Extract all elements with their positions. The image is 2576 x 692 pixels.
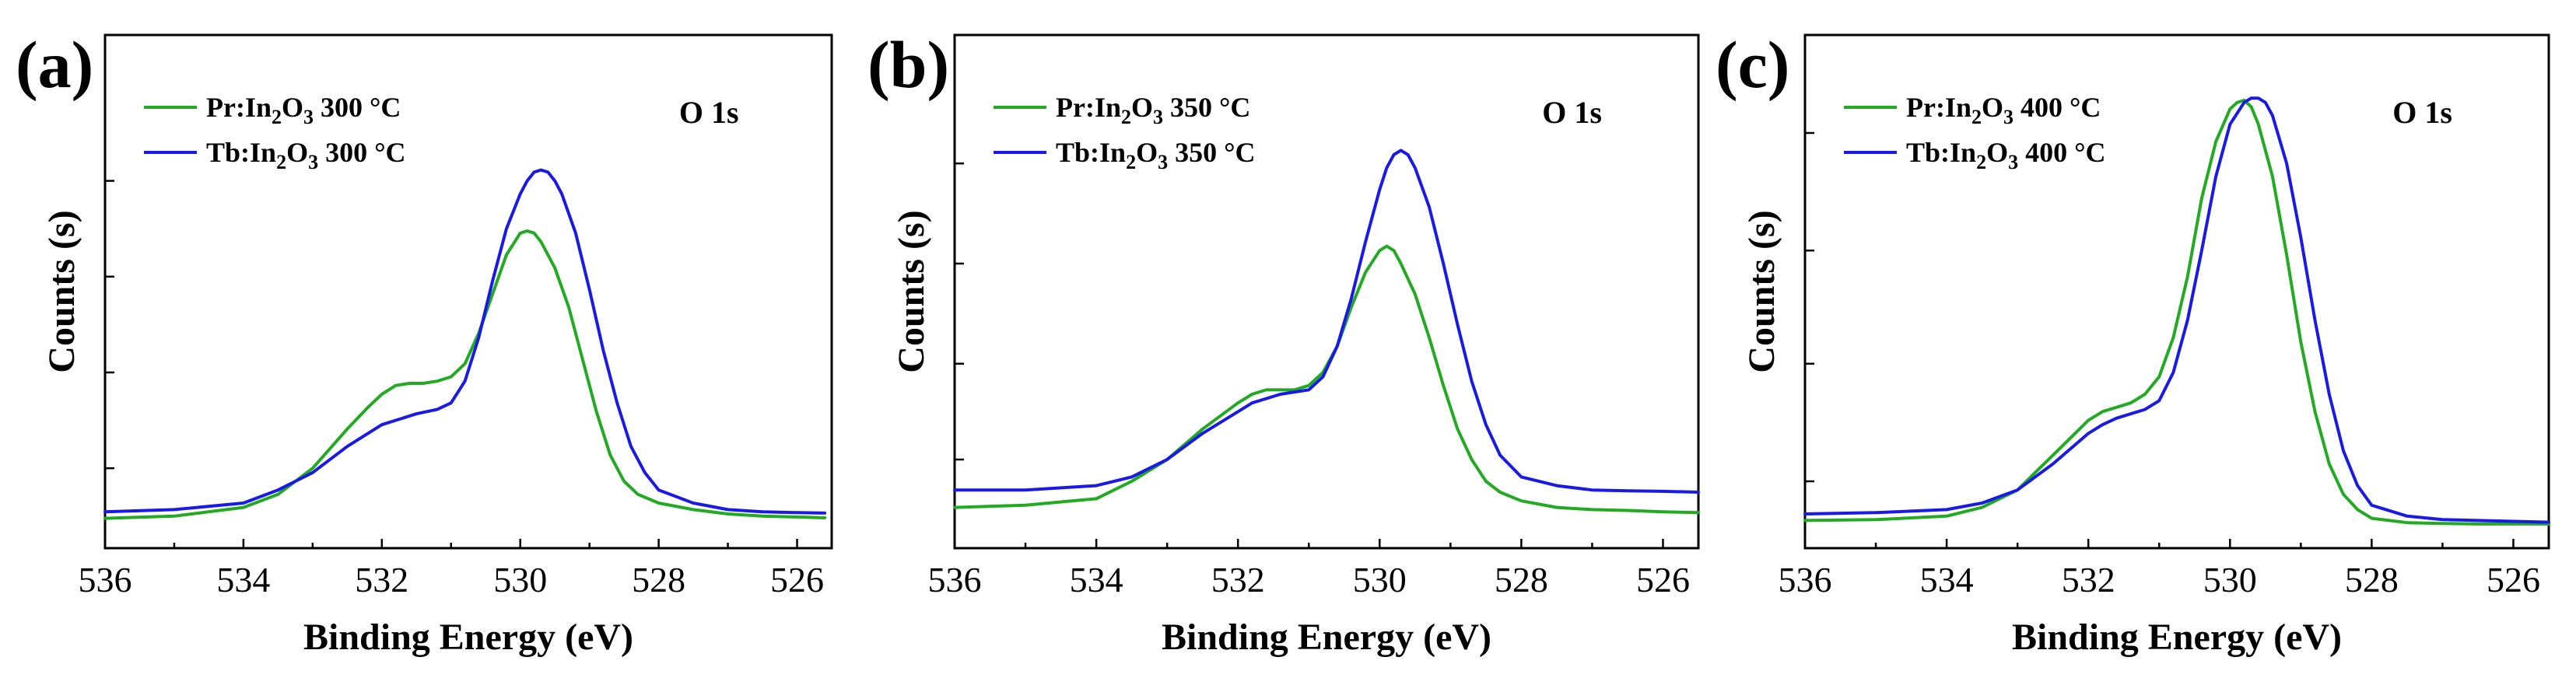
legend-text-prefix: Pr:In: [1056, 92, 1121, 123]
x-tick-label: 536: [928, 560, 982, 599]
x-tick-label: 528: [1495, 560, 1548, 599]
x-tick-label: 534: [216, 560, 270, 599]
chart-panel-c: 536 534 532 530 528 526 Binding Energy (eV) Cou…: [1716, 27, 2550, 658]
legend-text-suffix: 300 °C: [318, 137, 405, 168]
chart-panel-a: 536 534 532 530 528 526 Binding Energy (eV) Cou…: [16, 27, 833, 658]
legend-label-tb: Tb:In2O3 400 °C: [1906, 137, 2105, 173]
y-axis-title: Counts (s): [1741, 210, 1782, 372]
panel-label: (a): [16, 27, 93, 102]
legend-text-prefix: Pr:In: [1906, 92, 1971, 123]
x-tick-label: 536: [1779, 560, 1832, 599]
x-tick-label: 532: [355, 560, 408, 599]
x-tick-label: 526: [2487, 560, 2540, 599]
legend-text-mid: O: [1131, 92, 1153, 123]
x-tick-label: 534: [1070, 560, 1123, 599]
chart-panel-b: 536 534 532 530 528 526 Binding Energy (eV) Cou…: [867, 27, 1700, 658]
legend-subscript: 2: [1121, 106, 1131, 128]
x-tick-label: 526: [770, 560, 824, 599]
legend-text-mid: O: [286, 137, 308, 168]
legend-subscript: 3: [2008, 151, 2018, 173]
legend-text-mid: O: [282, 92, 303, 123]
x-axis-title: Binding Energy (eV): [303, 617, 633, 658]
legend-label-pr: Pr:In2O3 350 °C: [1056, 92, 1250, 128]
annotation-o1s: O 1s: [679, 95, 739, 130]
x-axis-title: Binding Energy (eV): [1162, 617, 1491, 658]
legend-text-suffix: 400 °C: [2018, 137, 2105, 168]
legend-label-tb: Tb:In2O3 300 °C: [206, 137, 405, 173]
x-axis-title: Binding Energy (eV): [2012, 617, 2342, 658]
legend-subscript: 2: [276, 151, 286, 173]
legend-text-mid: O: [1986, 137, 2008, 168]
legend-text-prefix: Tb:In: [1056, 137, 1126, 168]
x-tick-label: 534: [1920, 560, 1974, 599]
series-line-tb: [103, 168, 827, 515]
series-line-pr: [1803, 99, 2550, 526]
legend-label-pr: Pr:In2O3 300 °C: [206, 92, 401, 128]
legend-subscript: 3: [1158, 151, 1168, 173]
x-tick-label: 526: [1636, 560, 1690, 599]
annotation-o1s: O 1s: [1542, 95, 1602, 130]
legend-subscript: 3: [1153, 106, 1163, 128]
plot-frame: [103, 33, 833, 550]
legend-text-prefix: Tb:In: [206, 137, 276, 168]
x-tick-label: 532: [2062, 560, 2115, 599]
series-line-tb: [1803, 96, 2550, 524]
plot-frame: [1803, 33, 2550, 550]
annotation-o1s: O 1s: [2392, 95, 2452, 130]
legend-subscript: 2: [1976, 151, 1986, 173]
legend-text-suffix: 400 °C: [2013, 92, 2101, 123]
legend-subscript: 3: [308, 151, 318, 173]
plot-frame: [953, 33, 1700, 550]
legend-label-pr: Pr:In2O3 400 °C: [1906, 92, 2101, 128]
y-axis-title: Counts (s): [891, 210, 932, 372]
legend-subscript: 2: [1126, 151, 1136, 173]
legend-label-tb: Tb:In2O3 350 °C: [1056, 137, 1255, 173]
x-tick-label: 532: [1211, 560, 1265, 599]
legend-text-suffix: 350 °C: [1168, 137, 1255, 168]
series-line-tb: [953, 149, 1700, 494]
legend-text-prefix: Tb:In: [1906, 137, 1976, 168]
x-tick-label: 530: [1353, 560, 1407, 599]
y-axis-title: Counts (s): [41, 210, 82, 372]
legend-text-prefix: Pr:In: [206, 92, 272, 123]
legend-text-suffix: 300 °C: [314, 92, 401, 123]
x-tick-label: 530: [2203, 560, 2257, 599]
x-tick-label: 528: [632, 560, 685, 599]
legend-subscript: 3: [303, 106, 314, 128]
x-tick-label: 528: [2345, 560, 2399, 599]
legend-text-mid: O: [1136, 137, 1158, 168]
panel-label: (b): [867, 27, 949, 102]
series-line-pr: [953, 244, 1700, 515]
series-line-pr: [103, 229, 827, 520]
legend-text-suffix: 350 °C: [1163, 92, 1250, 123]
legend-subscript: 2: [1971, 106, 1982, 128]
x-tick-label: 536: [79, 560, 132, 599]
panel-label: (c): [1716, 27, 1789, 102]
x-tick-label: 530: [493, 560, 547, 599]
legend-subscript: 2: [272, 106, 282, 128]
legend-text-mid: O: [1982, 92, 2003, 123]
legend-subscript: 3: [2003, 106, 2013, 128]
